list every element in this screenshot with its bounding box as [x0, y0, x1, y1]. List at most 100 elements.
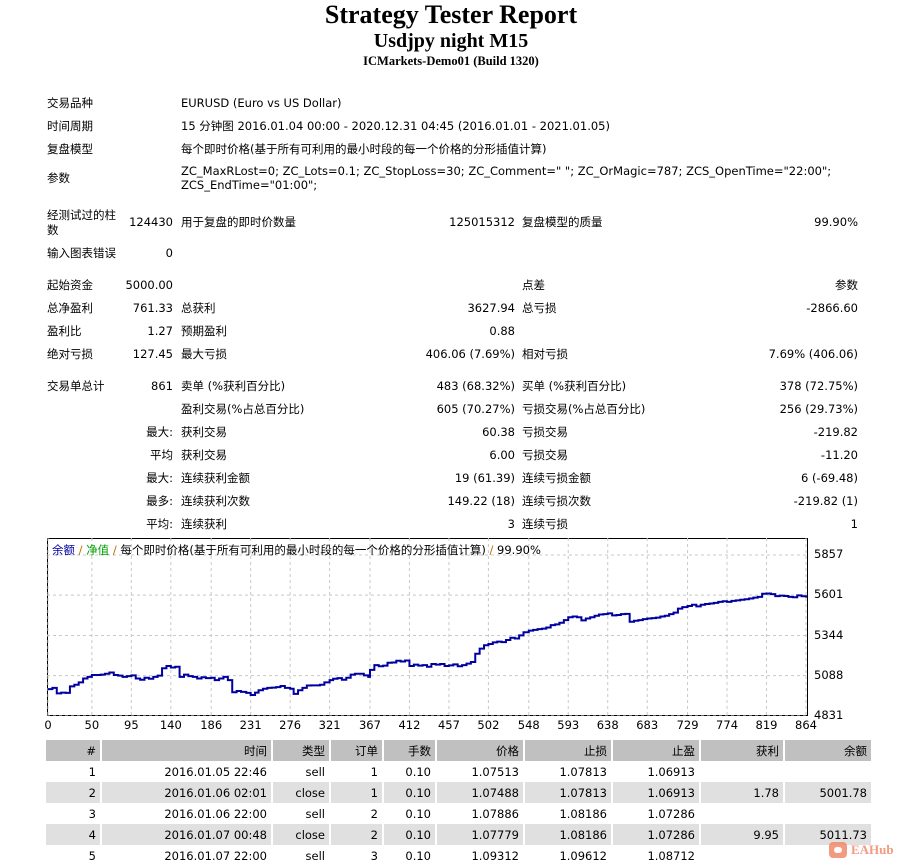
legend-balance: 余额 [52, 543, 75, 557]
x-tick-label: 95 [124, 718, 139, 732]
bars-label-line1: 经测试过的柱 [47, 208, 116, 222]
avg-loss-value: -11.20 [820, 448, 858, 462]
deposit-value: 5000.00 [125, 278, 173, 292]
col-header-take-profit: 止盈 [613, 740, 699, 761]
col-header-balance: 余额 [785, 740, 871, 761]
cell-stop-loss: 1.07813 [559, 764, 607, 779]
x-tick-label: 50 [84, 718, 100, 732]
col-header-price: 价格 [437, 740, 523, 761]
col-header-order: 订单 [331, 740, 382, 761]
cell-balance: 5001.78 [785, 782, 871, 803]
cell-price: 1.07513 [471, 764, 519, 779]
cell-balance [785, 803, 871, 824]
cell-order: 1 [331, 782, 382, 803]
legend-equity: 净值 [86, 543, 110, 557]
legend-separator: / [109, 543, 121, 557]
cell-time: 2016.01.06 02:01 [102, 782, 271, 803]
gross-profit-label: 总获利 [181, 301, 216, 315]
most-prefix: 最多: [146, 494, 173, 508]
spread-label: 点差 [522, 278, 545, 292]
max-consecutive-profit-label: 连续获利次数 [181, 494, 250, 508]
cell-type: close [273, 782, 329, 803]
col-header-stop-loss: 止损 [525, 740, 611, 761]
cell-lots: 0.10 [384, 782, 435, 803]
model-value: 每个即时价格(基于所有可利用的最小时段的每一个价格的分形插值计算) [181, 142, 547, 156]
profit-trades-label: 盈利交易(%占总百分比) [181, 402, 305, 416]
expert-name: Usdjpy night M15 [373, 30, 529, 52]
gross-profit-value: 3627.94 [467, 301, 515, 315]
cell-type: close [273, 824, 329, 845]
largest-loss-value: -219.82 [813, 425, 858, 439]
absolute-drawdown-label: 绝对亏损 [47, 347, 93, 361]
symbol-value: EURUSD (Euro vs US Dollar) [181, 96, 342, 110]
avg-profit-label: 获利交易 [181, 448, 227, 462]
deposit-label: 起始资金 [47, 278, 93, 292]
x-tick-label: 186 [200, 718, 223, 732]
legend-quality: 99.90% [497, 543, 541, 557]
total-trades-value: 861 [151, 379, 173, 393]
quality-label: 复盘模型的质量 [522, 215, 603, 229]
cell-profit: 1.78 [701, 782, 783, 803]
y-tick-label: 4831 [814, 708, 844, 722]
x-tick-label: 864 [795, 718, 817, 732]
max-consecutive-profit-value: 149.22 (18) [447, 494, 515, 508]
cell-number: 4 [46, 824, 100, 845]
expected-payoff-label: 预期盈利 [181, 324, 227, 338]
cell-time: 2016.01.05 22:46 [164, 764, 267, 779]
cell-stop-loss: 1.09612 [559, 848, 607, 863]
cell-take-profit: 1.06913 [613, 782, 699, 803]
ticks-label: 用于复盘的即时价数量 [181, 215, 296, 229]
cell-price: 1.09312 [471, 848, 519, 863]
period-label: 时间周期 [47, 119, 93, 133]
cell-profit: 9.95 [701, 824, 783, 845]
period-value: 15 分钟图 2016.01.04 00:00 - 2020.12.31 04:… [181, 119, 610, 133]
quality-value: 99.90% [814, 215, 858, 229]
gross-loss-value: -2866.60 [806, 301, 858, 315]
max-consecutive-losses-value: 6 (-69.48) [800, 471, 858, 485]
x-tick-label: 548 [517, 718, 540, 732]
x-tick-label: 231 [239, 718, 262, 732]
avg-consecutive-wins-label: 连续获利 [181, 517, 227, 531]
col-header-time: 时间 [102, 740, 271, 761]
loss-trades-label: 亏损交易(%占总百分比) [522, 402, 646, 416]
cell-order: 2 [331, 824, 382, 845]
cell-price: 1.07488 [437, 782, 523, 803]
x-tick-label: 729 [676, 718, 699, 732]
col-header-profit: 获利 [701, 740, 783, 761]
server-build: ICMarkets-Demo01 (Build 1320) [363, 54, 539, 68]
cell-order: 2 [370, 806, 378, 821]
loss-trades-value: 256 (29.73%) [779, 402, 858, 416]
ticks-value: 125015312 [449, 215, 515, 229]
cell-lots: 0.10 [405, 764, 431, 779]
x-tick-label: 683 [636, 718, 659, 732]
symbol-label: 交易品种 [47, 96, 93, 110]
cell-stop-loss: 1.08186 [559, 806, 607, 821]
x-tick-label: 412 [398, 718, 421, 732]
x-tick-label: 774 [716, 718, 739, 732]
cell-type: sell [305, 806, 325, 821]
cell-type: sell [305, 764, 325, 779]
cell-time: 2016.01.06 22:00 [164, 806, 267, 821]
avg-consecutive-losses-label: 连续亏损 [522, 517, 568, 531]
cell-number: 3 [88, 806, 96, 821]
cell-number: 2 [46, 782, 100, 803]
cell-lots: 0.10 [384, 824, 435, 845]
spread-value: 参数 [835, 278, 858, 292]
max-drawdown-value: 406.06 (7.69%) [425, 347, 515, 361]
long-positions-value: 378 (72.75%) [779, 379, 858, 393]
cell-balance [785, 761, 871, 782]
params-label: 参数 [47, 171, 70, 185]
cell-balance: 5011.73 [785, 824, 871, 845]
cell-profit [701, 803, 783, 824]
long-positions-label: 买单 (%获利百分比) [522, 379, 627, 393]
y-tick-label: 5857 [814, 547, 844, 561]
avg-profit-value: 6.00 [489, 448, 515, 462]
x-tick-label: 638 [596, 718, 619, 732]
largest-profit-value: 60.38 [482, 425, 515, 439]
max-consecutive-wins-label: 连续获利金额 [181, 471, 250, 485]
short-positions-value: 483 (68.32%) [436, 379, 515, 393]
avg-loss-label: 亏损交易 [522, 448, 568, 462]
x-tick-label: 321 [318, 718, 341, 732]
largest-loss-label: 亏损交易 [522, 425, 568, 439]
balance-chart: 余额 / 净值 / 每个即时价格(基于所有可利用的最小时段的每一个价格的分形插值… [47, 538, 808, 716]
